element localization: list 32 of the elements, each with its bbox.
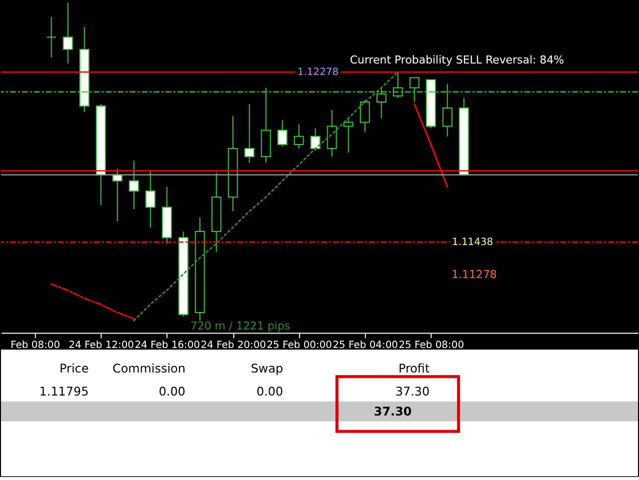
x-tick-label: 24 Feb 12:00 [68, 340, 134, 352]
x-tick-label: 25 Feb 00:00 [266, 340, 332, 352]
candlestick [326, 110, 337, 158]
ref-line-label: 1.11438 [452, 237, 494, 248]
text: 0.00 [158, 384, 186, 399]
candlestick [62, 2, 73, 64]
annotation: 720 m / 1221 pips [190, 320, 290, 333]
text: Swap [250, 362, 284, 376]
candlestick [145, 170, 156, 228]
candlestick [46, 16, 56, 58]
candlestick [244, 103, 254, 164]
text: 37.30 [374, 404, 412, 418]
annotation: Current Probability SELL Reversal: 84% [350, 54, 564, 67]
text: Profit [398, 362, 430, 376]
candlestick [360, 99, 370, 133]
text: 37.30 [395, 384, 430, 399]
text: Price [60, 362, 89, 376]
x-tick-label: 25 Feb 04:00 [332, 340, 398, 352]
x-tick-label: Feb 08:00 [10, 340, 60, 352]
candlestick [128, 160, 139, 210]
candlestick [277, 120, 288, 147]
ref-line-label: 1.12278 [297, 66, 339, 78]
x-tick-label: 25 Feb 08:00 [398, 340, 464, 352]
annotation: 1.11278 [452, 268, 497, 281]
x-tick-label: 24 Feb 16:00 [134, 340, 200, 352]
text: 1.11795 [39, 384, 89, 399]
candlestick [310, 128, 320, 152]
x-tick-label: 24 Feb 20:00 [200, 340, 266, 352]
candlestick [343, 118, 354, 154]
candlestick [294, 124, 304, 150]
text: 0.00 [256, 384, 284, 399]
text: Commission [112, 362, 186, 376]
